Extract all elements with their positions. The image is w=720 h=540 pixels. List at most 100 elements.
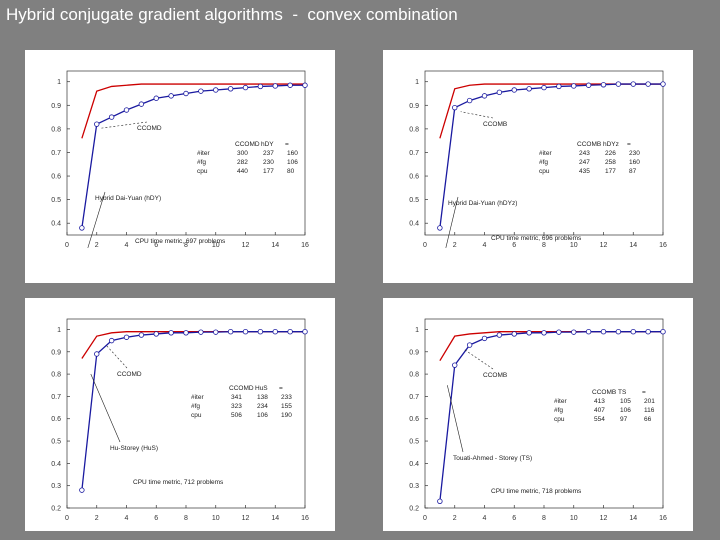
x-tick-label: 12	[242, 242, 250, 249]
table-cell: 237	[263, 150, 274, 157]
annotation-leader	[105, 344, 128, 369]
series-line-1	[81, 83, 305, 139]
y-tick-label: 0.8	[51, 372, 61, 379]
y-tick-label: 0.5	[51, 439, 61, 446]
table-header: CCOMD	[229, 385, 254, 392]
annotation-label: Hybrid Dai-Yuan (hDYz)	[448, 200, 517, 207]
x-tick-label: 0	[65, 515, 69, 522]
series-point	[272, 328, 278, 335]
series-point	[511, 331, 517, 337]
series-point	[630, 328, 636, 335]
annotation-leader	[460, 111, 494, 119]
table-cell: 97	[620, 416, 628, 423]
series-point	[541, 84, 547, 91]
y-tick-label: 0.4	[409, 221, 419, 228]
series-point	[571, 329, 577, 335]
annotation-label: Touati-Ahmed - Storey (TS)	[453, 455, 532, 462]
y-tick-label: 0.9	[51, 103, 61, 110]
table-cell: 201	[644, 398, 655, 405]
chart-panel-4: 0 2 4 6 8 10 12 14 16 0.2 0.3 0.4 0.5 0.6 0.7 0.8 0.9 1 CC…	[383, 298, 693, 531]
series-point	[79, 487, 85, 493]
series-point	[615, 81, 622, 87]
table-cell: 80	[287, 168, 295, 175]
series-point	[511, 87, 517, 93]
x-tick-label: 4	[125, 242, 129, 249]
series-point	[108, 337, 115, 344]
series-point	[123, 107, 130, 113]
table-cell: 230	[629, 150, 640, 157]
series-point	[481, 93, 488, 99]
table-cell: cpu	[539, 168, 550, 175]
series-line-1	[439, 83, 663, 139]
table-cell: 160	[629, 159, 640, 166]
series-point	[138, 101, 145, 107]
series-point	[437, 498, 443, 505]
y-tick-label: 0.5	[409, 439, 419, 446]
annotation-label: Hu-Storey (HuS)	[110, 445, 158, 452]
series-line-1	[439, 331, 663, 362]
annotation-leader	[463, 348, 494, 370]
table-cell: 138	[257, 394, 268, 401]
y-tick-label: 1	[415, 79, 419, 86]
series-point	[257, 83, 264, 90]
series-point	[452, 104, 458, 111]
table-cell: 106	[287, 159, 298, 166]
x-tick-label: 6	[154, 242, 158, 249]
x-tick-label: 14	[629, 242, 637, 249]
x-tick-label: 14	[271, 515, 279, 522]
series-point	[452, 362, 458, 368]
x-tick-label: 16	[659, 515, 667, 522]
series-point	[168, 330, 174, 336]
x-tick-label: 10	[570, 515, 578, 522]
table-cell: #iter	[191, 394, 204, 401]
table-cell: 226	[605, 150, 616, 157]
x-tick-label: 10	[570, 242, 578, 249]
y-tick-label: 0.6	[409, 416, 419, 423]
y-tick-label: 0.7	[51, 150, 61, 157]
y-tick-label: 0.2	[409, 506, 419, 513]
series-point	[213, 87, 219, 93]
x-tick-label: 2	[95, 242, 99, 249]
series-point	[138, 332, 145, 338]
y-tick-label: 0.5	[51, 197, 61, 204]
table-cell: 300	[237, 150, 248, 157]
x-tick-label: 10	[212, 242, 220, 249]
table-cell: 506	[231, 412, 242, 419]
series-point	[94, 351, 100, 357]
page-title: Hybrid conjugate gradient algorithms - c…	[6, 5, 458, 24]
annotation-leader	[90, 373, 121, 443]
x-tick-label: 8	[542, 242, 546, 249]
series-point	[585, 82, 592, 88]
x-tick-label: 10	[212, 515, 220, 522]
table-cell: #iter	[539, 150, 552, 157]
table-cell: 258	[605, 159, 616, 166]
x-tick-label: 2	[453, 515, 457, 522]
x-tick-label: 0	[423, 242, 427, 249]
x-tick-label: 0	[423, 515, 427, 522]
x-tick-label: 0	[65, 242, 69, 249]
annotation-leader	[447, 385, 464, 453]
table-cell: cpu	[197, 168, 208, 175]
x-tick-label: 4	[483, 242, 487, 249]
series-point	[108, 114, 115, 120]
chart-panel-3: 0 2 4 6 8 10 12 14 16 0.2 0.3 0.4 0.5 0.6 0.7 0.8 0.9 1 CC…	[25, 298, 335, 531]
annotation-label: Hybrid Dai-Yuan (hDY)	[95, 195, 161, 202]
table-cell: #fg	[191, 403, 200, 410]
chart-panel-2: 0 2 4 6 8 10 12 14 16 0.4 0.5 0.6 0.7 0.8 0.9 1 CCOMB Hyb…	[383, 50, 693, 283]
y-tick-label: 0.9	[409, 103, 419, 110]
series-point	[242, 328, 249, 335]
table-header: CCOMB	[577, 141, 601, 148]
y-tick-label: 0.6	[51, 174, 61, 181]
series-point	[287, 82, 293, 88]
table-cell: 155	[281, 403, 292, 410]
annotation-label: CCOMD	[137, 125, 162, 132]
series-point	[466, 97, 473, 104]
series-point	[153, 331, 159, 337]
y-tick-label: 0.7	[409, 394, 419, 401]
y-tick-label: 0.4	[51, 221, 61, 228]
series-point	[123, 334, 130, 340]
table-header: hDY	[261, 141, 274, 148]
series-point	[153, 95, 159, 101]
series-line-2	[439, 331, 663, 502]
series-line-2	[81, 331, 305, 491]
